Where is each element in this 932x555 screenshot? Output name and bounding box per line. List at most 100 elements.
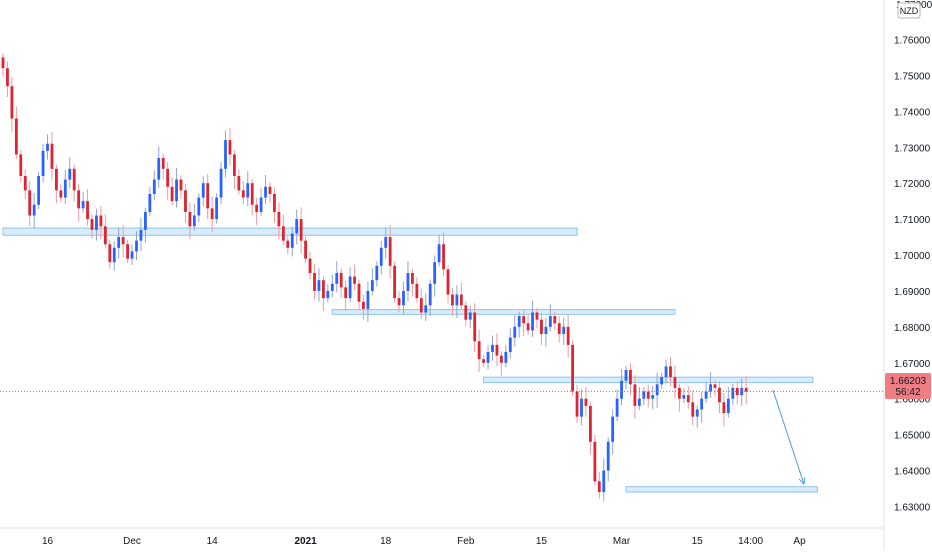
candle-body xyxy=(637,398,641,406)
candle-body xyxy=(718,387,721,403)
candle-body xyxy=(682,395,686,399)
candle-body xyxy=(259,197,263,212)
candle-body xyxy=(415,283,419,299)
candle-body xyxy=(620,380,623,399)
candle-body xyxy=(580,398,583,417)
candles xyxy=(1,53,748,501)
candle-body xyxy=(419,298,423,313)
candle-body xyxy=(46,143,49,151)
candle-body xyxy=(424,305,428,313)
candle-body xyxy=(237,176,241,191)
time-tick-label: 15 xyxy=(692,536,704,547)
candle-body xyxy=(691,402,695,417)
price-tick-label: 1.74000 xyxy=(894,107,931,118)
candle-body xyxy=(486,352,490,363)
candle-body xyxy=(166,168,170,187)
zone-rect[interactable] xyxy=(625,486,818,493)
candle-body xyxy=(273,193,276,212)
candle-body xyxy=(55,168,58,191)
candle-body xyxy=(500,355,503,363)
candle-body xyxy=(281,226,285,241)
candle-body xyxy=(81,201,85,209)
time-tick-label: Feb xyxy=(457,536,475,547)
zone-rect[interactable] xyxy=(2,227,578,236)
time-tick-label: Mar xyxy=(613,536,631,547)
candle-body xyxy=(713,384,717,388)
support-resistance-zones xyxy=(2,227,818,493)
candle-body xyxy=(95,215,98,230)
candle-body xyxy=(348,276,352,299)
candle-body xyxy=(264,186,267,198)
time-tick-label: 16 xyxy=(42,536,54,547)
candle-body xyxy=(161,158,165,169)
candle-body xyxy=(290,233,294,248)
price-axis[interactable]: 1.77000 NZD 1.630001.640001.650001.66000… xyxy=(894,0,932,513)
candle-body xyxy=(219,168,223,198)
candle-body xyxy=(28,190,32,216)
candle-body xyxy=(77,190,81,209)
candle-body xyxy=(651,395,655,399)
candle-body xyxy=(709,384,712,392)
candle-body xyxy=(50,143,54,169)
candle-body xyxy=(23,176,27,191)
candle-body xyxy=(201,183,205,198)
candle-body xyxy=(304,240,307,259)
projection-arrow[interactable] xyxy=(772,389,806,485)
candle-body xyxy=(353,276,356,284)
candle-body xyxy=(535,312,539,320)
candle-body xyxy=(735,387,739,396)
currency-badge[interactable] xyxy=(897,2,921,19)
price-tick-label: 1.76000 xyxy=(894,36,931,47)
candle-body xyxy=(624,369,628,381)
candle-body xyxy=(575,391,579,417)
projection-arrowhead xyxy=(803,477,806,485)
zone-rect[interactable] xyxy=(331,309,676,315)
candle-body xyxy=(1,57,5,69)
candle-body xyxy=(646,391,650,399)
price-tick-label: 1.67000 xyxy=(894,359,931,370)
candle-body xyxy=(14,118,18,155)
candle-body xyxy=(362,301,365,309)
candle-body xyxy=(402,290,405,306)
candle-body xyxy=(504,352,508,363)
candle-body xyxy=(726,398,730,414)
price-tick-label: 1.68000 xyxy=(894,323,931,334)
candle-body xyxy=(144,211,147,230)
candle-body xyxy=(32,204,36,216)
zone-rect[interactable] xyxy=(483,376,814,384)
candle-body xyxy=(678,387,681,399)
candle-body xyxy=(473,312,477,342)
candle-body xyxy=(6,68,9,87)
candle-body xyxy=(197,197,201,216)
bar-countdown: 56:42 xyxy=(895,387,920,398)
candle-body xyxy=(611,416,615,442)
candle-body xyxy=(406,272,410,291)
candle-body xyxy=(192,215,196,227)
candle-body xyxy=(317,280,321,291)
candle-body xyxy=(491,344,494,352)
candle-body xyxy=(455,294,459,306)
price-tick-label: 1.71000 xyxy=(894,215,931,226)
candle-body xyxy=(41,150,45,176)
candle-body xyxy=(228,140,232,155)
time-tick-label: 14:00 xyxy=(738,536,763,547)
candle-body xyxy=(597,481,601,493)
candle-body xyxy=(428,283,432,306)
time-tick-label: 15 xyxy=(536,536,548,547)
candle-body xyxy=(451,294,454,306)
last-price-value: 1.66203 xyxy=(890,376,927,387)
projection-line[interactable] xyxy=(772,389,805,485)
time-axis[interactable]: 16 Dec 14 2021 18 Feb 15 Mar 15 14:00 Ap xyxy=(42,536,806,547)
candle-body xyxy=(241,190,245,198)
candle-body xyxy=(633,384,637,406)
candle-body xyxy=(557,323,561,335)
candle-body xyxy=(584,398,588,406)
candle-body xyxy=(103,226,107,245)
candle-body xyxy=(477,341,481,360)
candle-body xyxy=(464,305,468,320)
candle-body xyxy=(744,387,748,392)
candle-body xyxy=(562,326,566,335)
candle-body xyxy=(553,316,557,324)
